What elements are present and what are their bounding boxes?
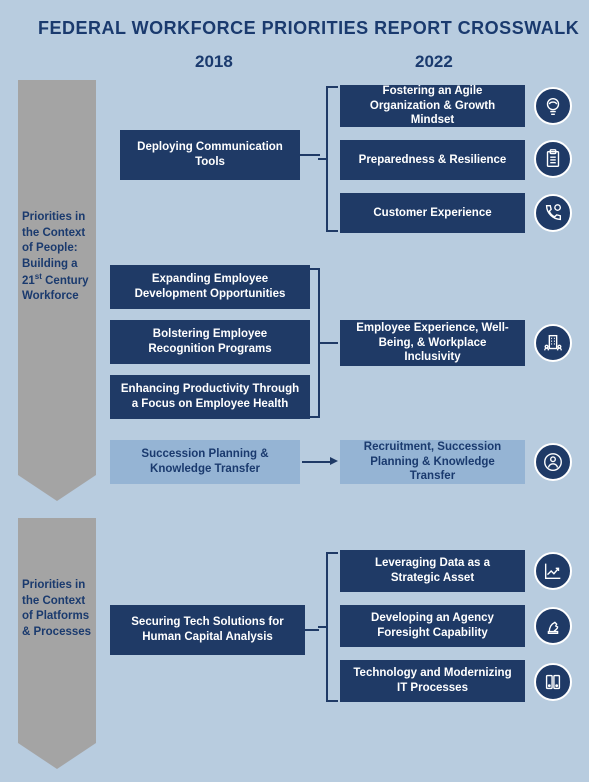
section1-arrow: Priorities in the Context of People: Bui…	[18, 80, 96, 475]
box-2018-tech: Securing Tech Solutions for Human Capita…	[110, 605, 305, 655]
box-2022-data: Leveraging Data as a Strategic Asset	[340, 550, 525, 592]
person-target-icon	[534, 443, 572, 481]
devices-icon	[534, 663, 572, 701]
connector	[300, 154, 320, 156]
arrow-right-icon	[330, 457, 338, 465]
section2-arrowhead	[18, 743, 96, 769]
box-2022-agile: Fostering an Agile Organization & Growth…	[340, 85, 525, 127]
box-2018-bolstering: Bolstering Employee Recognition Programs	[110, 320, 310, 364]
chess-knight-icon	[534, 607, 572, 645]
connector	[318, 158, 326, 160]
box-2018-productivity: Enhancing Productivity Through a Focus o…	[110, 375, 310, 419]
clipboard-icon	[534, 140, 572, 178]
box-2022-employee-exp: Employee Experience, Well-Being, & Workp…	[340, 320, 525, 366]
box-2022-recruitment: Recruitment, Succession Planning & Knowl…	[340, 440, 525, 484]
bracket	[310, 268, 320, 418]
bracket	[326, 86, 338, 232]
section2-arrow: Priorities in the Context of Platforms &…	[18, 518, 96, 743]
box-2022-customer: Customer Experience	[340, 193, 525, 233]
box-2022-foresight: Developing an Agency Foresight Capabilit…	[340, 605, 525, 647]
section2-label: Priorities in the Context of Platforms &…	[22, 578, 92, 640]
brain-bulb-icon	[534, 87, 572, 125]
box-2018-expanding: Expanding Employee Development Opportuni…	[110, 265, 310, 309]
page-title: FEDERAL WORKFORCE PRIORITIES REPORT CROS…	[0, 0, 589, 47]
connector	[320, 342, 338, 344]
box-2018-succession: Succession Planning & Knowledge Transfer	[110, 440, 300, 484]
connector	[318, 626, 326, 628]
section1-arrowhead	[18, 475, 96, 501]
box-2018-communication: Deploying Communication Tools	[120, 130, 300, 180]
year-2018-header: 2018	[195, 52, 233, 72]
box-2022-preparedness: Preparedness & Resilience	[340, 140, 525, 180]
st-superscript: st	[35, 272, 42, 281]
phone-chat-icon	[534, 194, 572, 232]
year-2022-header: 2022	[415, 52, 453, 72]
people-building-icon	[534, 324, 572, 362]
connector	[302, 461, 330, 463]
connector	[305, 629, 319, 631]
box-2022-technology: Technology and Modernizing IT Processes	[340, 660, 525, 702]
chart-up-icon	[534, 552, 572, 590]
bracket	[326, 552, 338, 702]
